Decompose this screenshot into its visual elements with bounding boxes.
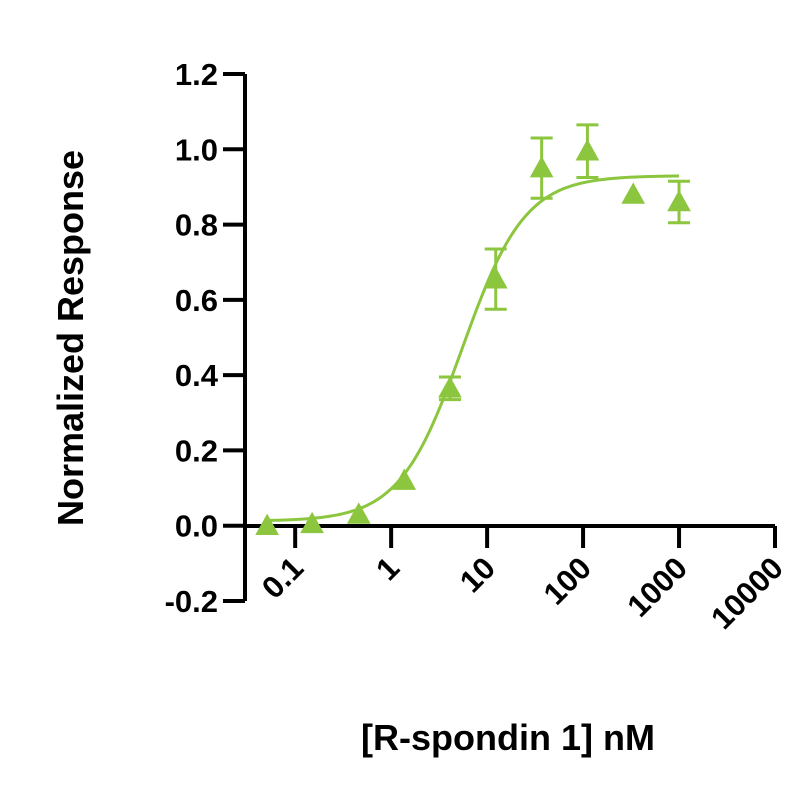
y-tick-label: 1.2 — [175, 57, 218, 92]
y-tick-label: -0.2 — [165, 584, 218, 619]
data-point-triangle — [575, 139, 600, 161]
data-point-triangle — [529, 156, 554, 178]
y-tick-label: 1.0 — [175, 132, 218, 167]
x-tick-label: 1000 — [620, 550, 694, 624]
y-tick-label: 0.0 — [175, 509, 218, 544]
data-point-triangle — [483, 267, 508, 289]
x-axis-title: [R-spondin 1] nM — [361, 717, 655, 758]
x-tick-label: 1 — [369, 550, 406, 587]
x-tick-label: 100 — [537, 550, 598, 611]
y-tick-label: 0.6 — [175, 283, 218, 318]
x-tick-label: 10 — [453, 550, 502, 599]
data-point-triangle — [621, 182, 646, 204]
data-point-triangle — [346, 502, 371, 524]
y-axis-title: Normalized Response — [50, 150, 91, 526]
data-point-triangle — [255, 513, 279, 536]
y-tick-label: 0.2 — [175, 433, 218, 468]
y-tick-label: 0.8 — [175, 208, 218, 243]
fit-curve-line — [267, 174, 680, 523]
x-tick-label: 10000 — [704, 550, 790, 636]
data-point-triangle — [438, 376, 462, 398]
axes-layer: -0.2 0.0 0.2 0.4 0.6 0.8 1.0 1.2 0.1 1 10 100 1000 10… — [165, 57, 790, 636]
y-tick-label: 0.4 — [175, 358, 219, 393]
data-points-layer — [255, 123, 691, 536]
data-point-triangle — [300, 511, 324, 534]
fit-curve-layer — [267, 174, 680, 523]
data-point-triangle — [667, 189, 691, 212]
x-tick-label: 0.1 — [255, 550, 310, 605]
data-point-triangle — [392, 468, 417, 490]
